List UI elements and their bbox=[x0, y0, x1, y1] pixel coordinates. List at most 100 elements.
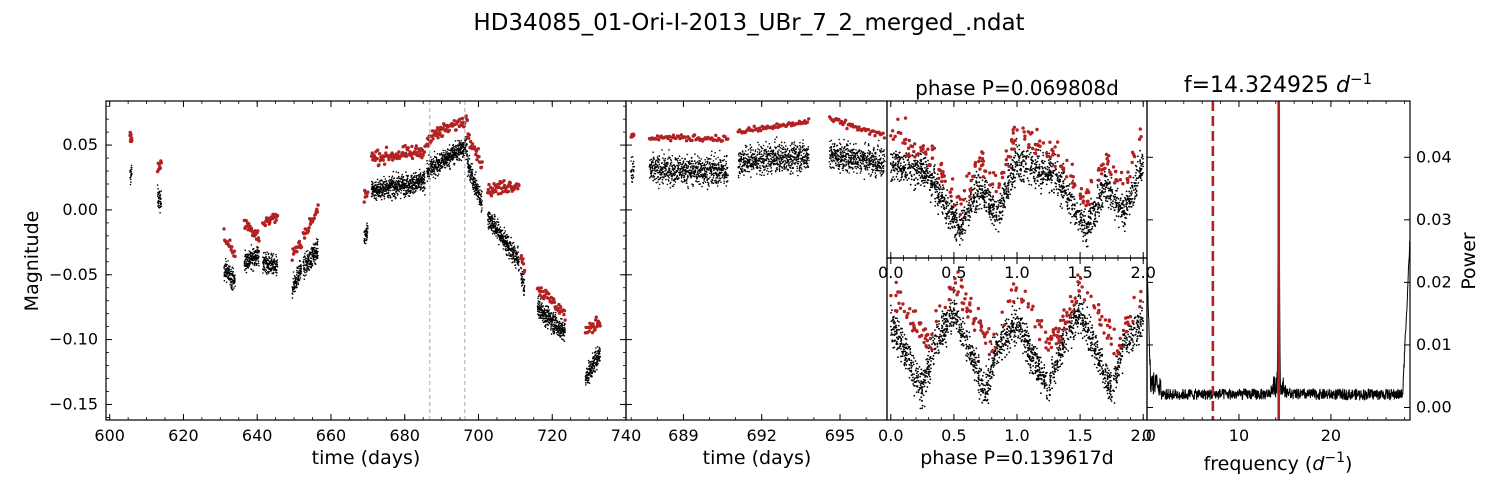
lightcurve-point bbox=[311, 263, 314, 265]
zoom-point bbox=[697, 155, 699, 157]
lightcurve-point bbox=[157, 188, 159, 190]
zoom-point bbox=[755, 155, 757, 158]
zoom-point bbox=[760, 153, 763, 156]
lightcurve-point bbox=[317, 238, 319, 241]
lightcurve-point bbox=[312, 253, 315, 255]
lightcurve-point bbox=[413, 184, 416, 186]
zoom-point bbox=[725, 185, 728, 187]
lightcurve-point bbox=[594, 371, 596, 373]
zoom-point bbox=[670, 161, 673, 164]
zoom-point bbox=[705, 170, 708, 172]
lightcurve-point bbox=[275, 253, 277, 256]
lightcurve-point bbox=[311, 264, 314, 267]
lightcurve-point bbox=[597, 359, 599, 362]
lightcurve-point bbox=[510, 253, 512, 256]
lightcurve-point bbox=[383, 195, 386, 198]
lightcurve-point bbox=[271, 269, 273, 271]
zoom-point bbox=[769, 152, 772, 155]
lightcurve-point bbox=[300, 270, 303, 273]
zoom-point bbox=[698, 180, 700, 183]
lightcurve-point bbox=[411, 174, 413, 177]
zoom-point bbox=[680, 165, 683, 167]
zoom-point bbox=[776, 162, 779, 164]
lightcurve-point bbox=[266, 273, 268, 275]
lightcurve-point bbox=[480, 211, 483, 213]
zoom-point bbox=[630, 160, 632, 162]
zoom-point bbox=[693, 165, 695, 167]
lightcurve-point bbox=[273, 271, 275, 274]
lightcurve-red-point bbox=[382, 162, 387, 166]
lightcurve-point bbox=[434, 177, 437, 180]
lightcurve-point bbox=[439, 159, 441, 161]
lightcurve-point bbox=[406, 177, 409, 180]
lightcurve-red-point bbox=[256, 229, 260, 233]
zoom-point bbox=[726, 174, 729, 176]
zoom-point bbox=[719, 177, 722, 180]
zoom-point bbox=[694, 153, 696, 155]
lightcurve-point bbox=[514, 249, 517, 252]
lightcurve-point bbox=[231, 278, 233, 281]
lightcurve-point bbox=[402, 175, 405, 178]
lightcurve-point bbox=[512, 241, 515, 244]
lightcurve-point bbox=[454, 140, 457, 142]
lightcurve-point bbox=[303, 278, 306, 281]
lightcurve-x-label: 720 bbox=[537, 426, 568, 445]
lightcurve-point bbox=[424, 176, 426, 179]
zoom-point bbox=[683, 180, 686, 183]
lightcurve-point bbox=[366, 231, 369, 233]
zoom-point bbox=[692, 167, 695, 170]
lightcurve-point bbox=[460, 139, 462, 142]
lightcurve-point bbox=[442, 165, 444, 168]
lightcurve-y-label: −0.05 bbox=[49, 265, 98, 284]
lightcurve-red-point bbox=[365, 194, 369, 198]
zoom-point bbox=[666, 161, 669, 164]
lightcurve-point bbox=[448, 144, 451, 146]
lightcurve-point bbox=[294, 290, 297, 293]
lightcurve-point bbox=[448, 165, 451, 167]
lightcurve-point bbox=[504, 230, 507, 232]
zoom-point bbox=[778, 145, 780, 147]
lightcurve-point bbox=[472, 186, 474, 188]
zoom-point bbox=[655, 159, 657, 161]
lightcurve-point bbox=[316, 256, 319, 258]
zoom-point bbox=[767, 150, 770, 152]
lightcurve-red-point bbox=[467, 136, 471, 140]
lightcurve-point bbox=[505, 247, 507, 250]
lightcurve-point bbox=[503, 245, 506, 247]
zoom-point bbox=[757, 148, 759, 150]
lightcurve-point bbox=[562, 321, 564, 324]
lightcurve-point bbox=[439, 167, 442, 170]
lightcurve-point bbox=[269, 257, 271, 260]
lightcurve-red-point bbox=[299, 245, 304, 249]
lightcurve-point bbox=[474, 177, 476, 180]
zoom-point bbox=[770, 165, 772, 167]
zoom-point bbox=[741, 168, 744, 170]
lightcurve-frame bbox=[105, 100, 627, 421]
lightcurve-point bbox=[246, 258, 248, 261]
lightcurve-point bbox=[310, 253, 312, 256]
lightcurve-red-point bbox=[521, 262, 526, 266]
lightcurve-point bbox=[506, 239, 508, 242]
lightcurve-point bbox=[393, 193, 396, 196]
zoom-point bbox=[632, 175, 634, 177]
zoom-point bbox=[678, 164, 680, 167]
lightcurve-point bbox=[129, 183, 132, 186]
zoom-point bbox=[737, 174, 740, 177]
zoom-point bbox=[669, 167, 671, 170]
lightcurve-point bbox=[159, 204, 161, 207]
lightcurve-point bbox=[384, 178, 387, 180]
lightcurve-point bbox=[130, 178, 132, 181]
lightcurve-point bbox=[160, 203, 163, 205]
zoom-point bbox=[748, 156, 750, 158]
lightcurve-point bbox=[230, 281, 233, 284]
lightcurve-point bbox=[383, 197, 386, 200]
lightcurve-point bbox=[276, 264, 279, 266]
lightcurve-point bbox=[257, 256, 260, 259]
lightcurve-point bbox=[298, 269, 301, 272]
lightcurve-red-point bbox=[421, 153, 425, 157]
lightcurve-point bbox=[398, 175, 400, 178]
zoom-point bbox=[712, 182, 715, 184]
lightcurve-point bbox=[156, 184, 159, 186]
lightcurve-point bbox=[297, 283, 300, 285]
